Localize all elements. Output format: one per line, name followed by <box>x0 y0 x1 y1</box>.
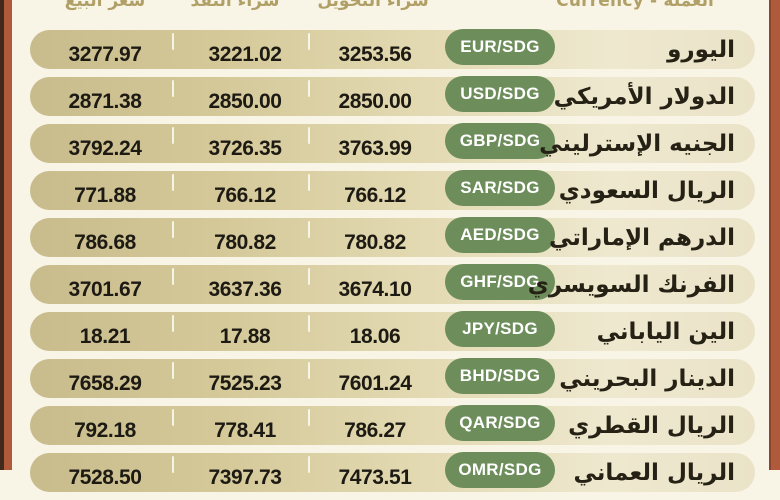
currency-pair-badge: JPY/SDG <box>445 311 555 347</box>
column-divider <box>308 33 310 50</box>
column-divider <box>172 221 174 238</box>
transfer-buy-value: 780.82 <box>344 231 406 254</box>
currency-name: الين الياباني <box>596 318 735 345</box>
column-divider <box>308 221 310 238</box>
column-divider <box>172 268 174 285</box>
transfer-buy-value: 18.06 <box>349 325 401 348</box>
column-divider <box>172 409 174 426</box>
table-row: 7658.29 7525.23 7601.24 BHD/SDG الدينار … <box>30 358 755 398</box>
sell-price-value: 792.18 <box>74 419 136 442</box>
currency-pair-badge: SAR/SDG <box>445 170 555 206</box>
sell-price-value: 7658.29 <box>68 372 142 395</box>
sell-price-value: 18.21 <box>79 325 131 348</box>
column-divider <box>172 362 174 379</box>
column-divider <box>172 456 174 473</box>
cash-buy-value: 7525.23 <box>208 372 282 395</box>
transfer-buy-value: 3674.10 <box>338 278 412 301</box>
currency-pair-badge: AED/SDG <box>445 217 555 253</box>
sell-price-value: 771.88 <box>74 184 136 207</box>
header-cash-buy: شراء النقد <box>190 0 280 11</box>
currency-pair-badge: BHD/SDG <box>445 358 555 394</box>
currency-name: الدرهم الإماراتي <box>549 224 735 251</box>
sell-price-value: 3792.24 <box>68 137 142 160</box>
cash-buy-value: 17.88 <box>219 325 271 348</box>
column-divider <box>172 127 174 144</box>
cash-buy-value: 3637.36 <box>208 278 282 301</box>
cash-buy-value: 3726.35 <box>208 137 282 160</box>
column-divider <box>308 409 310 426</box>
currency-name: الريال العماني <box>573 459 735 486</box>
column-divider <box>308 80 310 97</box>
currency-name: الريال القطري <box>568 412 735 439</box>
sell-price-value: 2871.38 <box>68 90 142 113</box>
table-row: 3701.67 3637.36 3674.10 GHF/SDG الفرنك ا… <box>30 264 755 304</box>
currency-pair-badge: OMR/SDG <box>445 452 555 488</box>
column-divider <box>308 456 310 473</box>
table-row: 2871.38 2850.00 2850.00 USD/SDG الدولار … <box>30 76 755 116</box>
sell-price-value: 786.68 <box>74 231 136 254</box>
column-divider <box>308 268 310 285</box>
right-frame-rust-strip <box>769 0 780 470</box>
header-sell-price: سعر البيع <box>64 0 146 11</box>
table-row: 786.68 780.82 780.82 AED/SDG الدرهم الإم… <box>30 217 755 257</box>
currency-name: الدولار الأمريكي <box>553 83 735 110</box>
currency-name: الدينار البحريني <box>559 365 735 392</box>
column-divider <box>308 174 310 191</box>
transfer-buy-value: 2850.00 <box>338 90 412 113</box>
column-divider <box>172 33 174 50</box>
transfer-buy-value: 766.12 <box>344 184 406 207</box>
table-row: 18.21 17.88 18.06 JPY/SDG الين الياباني <box>30 311 755 351</box>
currency-pair-badge: GBP/SDG <box>445 123 555 159</box>
column-divider <box>308 127 310 144</box>
table-row: 7528.50 7397.73 7473.51 OMR/SDG الريال ا… <box>30 452 755 492</box>
transfer-buy-value: 7601.24 <box>338 372 412 395</box>
sell-price-value: 3277.97 <box>68 43 142 66</box>
cash-buy-value: 3221.02 <box>208 43 282 66</box>
table-row: 3277.97 3221.02 3253.56 EUR/SDG اليورو <box>30 29 755 69</box>
currency-name: الفرنك السويسري <box>527 271 735 298</box>
header-currency: Currency - العملة <box>556 0 714 11</box>
currency-name: الجنيه الإسترليني <box>539 130 735 157</box>
left-frame-rust-strip <box>4 0 12 470</box>
cash-buy-value: 766.12 <box>214 184 276 207</box>
column-divider <box>172 315 174 332</box>
exchange-rate-table: 3277.97 3221.02 3253.56 EUR/SDG اليورو 2… <box>30 29 755 500</box>
table-row: 771.88 766.12 766.12 SAR/SDG الريال السع… <box>30 170 755 210</box>
column-divider <box>172 80 174 97</box>
transfer-buy-value: 3253.56 <box>338 43 412 66</box>
currency-name: اليورو <box>667 36 735 63</box>
currency-pair-badge: GHF/SDG <box>445 264 555 300</box>
cash-buy-value: 780.82 <box>214 231 276 254</box>
cash-buy-value: 2850.00 <box>208 90 282 113</box>
column-divider <box>308 315 310 332</box>
table-row: 3792.24 3726.35 3763.99 GBP/SDG الجنيه ا… <box>30 123 755 163</box>
transfer-buy-value: 3763.99 <box>338 137 412 160</box>
currency-pair-badge: USD/SDG <box>445 76 555 112</box>
currency-name: الريال السعودي <box>558 177 735 204</box>
table-header: سعر البيع شراء النقد شراء التحويل Curren… <box>30 0 755 25</box>
table-row: 792.18 778.41 786.27 QAR/SDG الريال القط… <box>30 405 755 445</box>
sell-price-value: 3701.67 <box>68 278 142 301</box>
left-frame-dark-strip <box>0 0 4 470</box>
transfer-buy-value: 786.27 <box>344 419 406 442</box>
cash-buy-value: 778.41 <box>214 419 276 442</box>
column-divider <box>308 362 310 379</box>
currency-pair-badge: QAR/SDG <box>445 405 555 441</box>
column-divider <box>172 174 174 191</box>
currency-pair-badge: EUR/SDG <box>445 29 555 65</box>
header-transfer-buy: شراء التحويل <box>317 0 429 11</box>
